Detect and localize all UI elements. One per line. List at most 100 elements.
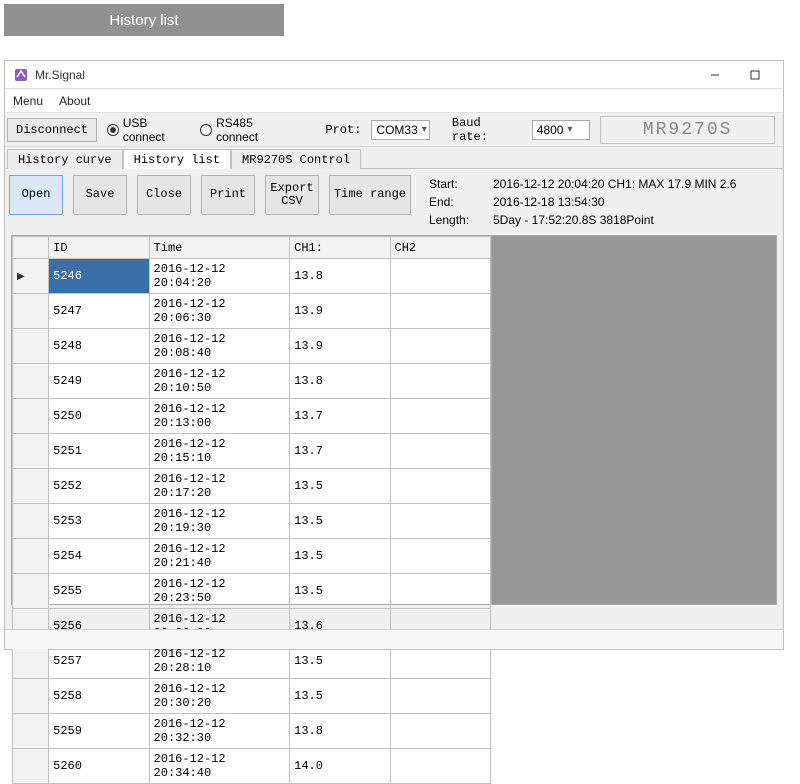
table-row[interactable]: 52502016-12-12 20:13:0013.7 [13, 399, 491, 434]
cell-id: 5260 [49, 749, 149, 784]
prot-value: COM33 [376, 123, 417, 137]
cell-id: 5247 [49, 294, 149, 329]
tab-history-curve[interactable]: History curve [7, 149, 123, 169]
disconnect-button[interactable]: Disconnect [7, 118, 97, 142]
table-row[interactable]: 52602016-12-12 20:34:4014.0 [13, 749, 491, 784]
col-ch2[interactable]: CH2 [390, 237, 490, 259]
cell-id: 5258 [49, 679, 149, 714]
table-row[interactable]: 52472016-12-12 20:06:3013.9 [13, 294, 491, 329]
table-row[interactable]: ▶ 52462016-12-12 20:04:2013.8 [13, 259, 491, 294]
table-row[interactable]: 52492016-12-12 20:10:5013.8 [13, 364, 491, 399]
app-window: Mr.Signal Menu About Disconnect USB conn… [4, 60, 784, 650]
start-label: Start: [429, 175, 493, 193]
cell-ch1: 13.9 [290, 294, 390, 329]
cell-ch1: 13.8 [290, 714, 390, 749]
app-icon [13, 67, 29, 83]
connection-row: Disconnect USB connect RS485 connect Pro… [5, 113, 783, 147]
cell-time: 2016-12-12 20:15:10 [149, 434, 290, 469]
cell-ch2 [390, 679, 490, 714]
cell-ch2 [390, 714, 490, 749]
window-title: Mr.Signal [35, 68, 695, 82]
cell-time: 2016-12-12 20:08:40 [149, 329, 290, 364]
row-pointer-icon: ▶ [17, 271, 25, 282]
length-value: 5Day - 17:52:20.8S 3818Point [493, 211, 654, 229]
cell-id: 5246 [49, 259, 149, 294]
time-range-button[interactable]: Time range [329, 175, 411, 215]
close-button[interactable]: Close [137, 175, 191, 215]
history-table: ID Time CH1: CH2 ▶ 52462016-12-12 20:04:2… [12, 236, 491, 784]
cell-ch2 [390, 749, 490, 784]
baud-value: 4800 [537, 123, 564, 137]
row-selector-cell [13, 714, 49, 749]
row-selector-cell [13, 679, 49, 714]
col-id[interactable]: ID [49, 237, 149, 259]
cell-ch2 [390, 399, 490, 434]
cell-ch1: 13.8 [290, 259, 390, 294]
col-selector[interactable] [13, 237, 49, 259]
minimize-icon [710, 70, 720, 80]
open-button[interactable]: Open [9, 175, 63, 215]
cell-ch1: 14.0 [290, 749, 390, 784]
prot-combo[interactable]: COM33 ▾ [371, 120, 429, 140]
cell-ch1: 13.5 [290, 504, 390, 539]
table-row[interactable]: 52592016-12-12 20:32:3013.8 [13, 714, 491, 749]
cell-id: 5253 [49, 504, 149, 539]
save-button[interactable]: Save [73, 175, 127, 215]
minimize-button[interactable] [695, 64, 735, 86]
tab-row: History curve History list MR9270S Contr… [5, 147, 783, 169]
baud-label: Baud rate: [452, 116, 522, 144]
table-row[interactable]: 52482016-12-12 20:08:4013.9 [13, 329, 491, 364]
cell-time: 2016-12-12 20:23:50 [149, 574, 290, 609]
model-label: MR9270S [600, 116, 775, 144]
cell-ch1: 13.8 [290, 364, 390, 399]
cell-id: 5250 [49, 399, 149, 434]
baud-combo[interactable]: 4800 ▾ [532, 120, 590, 140]
row-selector-cell [13, 574, 49, 609]
table-row[interactable]: 52582016-12-12 20:30:2013.5 [13, 679, 491, 714]
cell-time: 2016-12-12 20:30:20 [149, 679, 290, 714]
export-csv-button[interactable]: Export CSV [265, 175, 319, 215]
cell-time: 2016-12-12 20:32:30 [149, 714, 290, 749]
prot-label: Prot: [325, 123, 361, 137]
title-bar: Mr.Signal [5, 61, 783, 89]
table-row[interactable]: 52552016-12-12 20:23:5013.5 [13, 574, 491, 609]
chevron-down-icon: ▾ [422, 124, 427, 135]
cell-ch1: 13.7 [290, 399, 390, 434]
tab-mr9270s-control[interactable]: MR9270S Control [231, 149, 361, 169]
usb-connect-radio[interactable]: USB connect [107, 116, 190, 144]
table-row[interactable]: 52542016-12-12 20:21:4013.5 [13, 539, 491, 574]
rs485-connect-label: RS485 connect [216, 116, 295, 144]
col-ch1[interactable]: CH1: [290, 237, 390, 259]
row-selector-cell [13, 434, 49, 469]
tab-history-list[interactable]: History list [123, 149, 231, 169]
cell-id: 5259 [49, 714, 149, 749]
data-grid-container: ID Time CH1: CH2 ▶ 52462016-12-12 20:04:2… [11, 235, 777, 605]
col-time[interactable]: Time [149, 237, 290, 259]
menu-item-menu[interactable]: Menu [13, 94, 43, 108]
row-selector-cell [13, 749, 49, 784]
table-row[interactable]: 52512016-12-12 20:15:1013.7 [13, 434, 491, 469]
length-label: Length: [429, 211, 493, 229]
cell-id: 5248 [49, 329, 149, 364]
cell-id: 5255 [49, 574, 149, 609]
menu-item-about[interactable]: About [59, 94, 90, 108]
cell-ch2 [390, 434, 490, 469]
cell-ch1: 13.5 [290, 539, 390, 574]
maximize-button[interactable] [735, 64, 775, 86]
rs485-connect-radio[interactable]: RS485 connect [200, 116, 295, 144]
start-value: 2016-12-12 20:04:20 CH1: MAX 17.9 MIN 2.… [493, 175, 736, 193]
cell-ch2 [390, 294, 490, 329]
maximize-icon [750, 70, 760, 80]
cell-ch1: 13.7 [290, 434, 390, 469]
cell-time: 2016-12-12 20:04:20 [149, 259, 290, 294]
print-button[interactable]: Print [201, 175, 255, 215]
table-row[interactable]: 52522016-12-12 20:17:2013.5 [13, 469, 491, 504]
table-row[interactable]: 52532016-12-12 20:19:3013.5 [13, 504, 491, 539]
chevron-down-icon: ▾ [567, 124, 572, 135]
cell-ch2 [390, 469, 490, 504]
cell-time: 2016-12-12 20:17:20 [149, 469, 290, 504]
cell-time: 2016-12-12 20:13:00 [149, 399, 290, 434]
row-selector-cell [13, 294, 49, 329]
data-grid[interactable]: ID Time CH1: CH2 ▶ 52462016-12-12 20:04:2… [12, 236, 492, 604]
cell-id: 5249 [49, 364, 149, 399]
